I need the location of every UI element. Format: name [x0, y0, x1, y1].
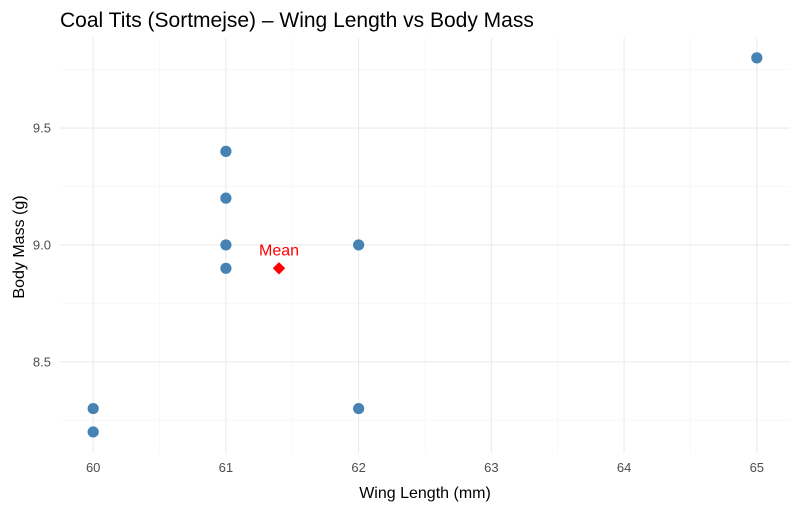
y-tick-label: 9.5 [33, 121, 51, 136]
x-tick-label: 65 [750, 460, 764, 475]
data-point [220, 262, 232, 274]
x-tick-labels: 60 61 62 63 64 65 [86, 460, 764, 475]
y-axis-title: Body Mass (g) [11, 195, 28, 298]
data-points [87, 52, 763, 438]
data-point [220, 192, 232, 204]
mean-marker [272, 262, 286, 275]
data-point [220, 145, 232, 157]
x-tick-label: 60 [86, 460, 100, 475]
x-tick-label: 61 [219, 460, 233, 475]
data-point [220, 239, 232, 251]
x-tick-label: 64 [617, 460, 631, 475]
y-tick-label: 8.5 [33, 354, 51, 369]
mean-label: Mean [259, 242, 299, 259]
data-point [87, 426, 99, 438]
x-tick-label: 63 [484, 460, 498, 475]
data-point [87, 402, 99, 415]
data-point [353, 239, 365, 251]
grid [60, 38, 790, 453]
y-tick-label: 9.0 [33, 237, 51, 252]
annotations: Mean [259, 242, 299, 275]
x-tick-label: 62 [351, 460, 365, 475]
x-axis-title: Wing Length (mm) [359, 485, 491, 502]
y-tick-labels: 8.5 9.0 9.5 [33, 121, 51, 370]
data-point [751, 52, 763, 64]
chart-title: Coal Tits (Sortmejse) – Wing Length vs B… [60, 9, 534, 32]
data-point [353, 402, 365, 415]
